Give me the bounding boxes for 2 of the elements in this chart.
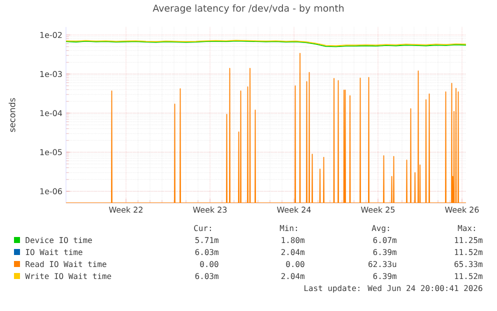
chart-title: Average latency for /dev/vda - by month [152,4,344,14]
y-axis-title: seconds [8,98,16,132]
